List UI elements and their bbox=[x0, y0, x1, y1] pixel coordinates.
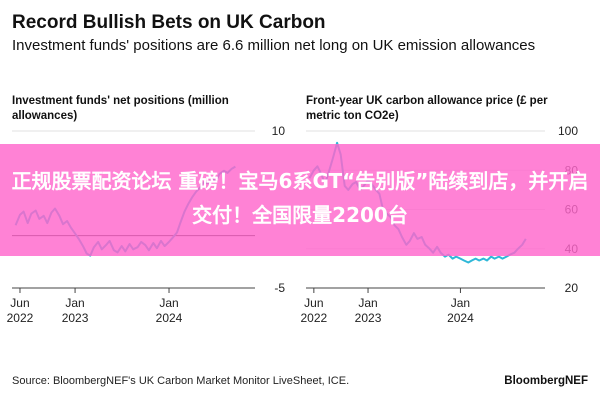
x-tick-label: Jan bbox=[451, 296, 470, 310]
x-tick-label: Jun bbox=[10, 296, 29, 310]
x-tick-label: Jan bbox=[358, 296, 377, 310]
right-panel-title: Front-year UK carbon allowance price (£ … bbox=[306, 95, 548, 122]
x-tick-label: 2023 bbox=[62, 311, 89, 325]
brand-logo: BloombergNEF bbox=[504, 375, 588, 387]
y-tick-label: -5 bbox=[274, 281, 285, 295]
x-tick-label: 2022 bbox=[7, 311, 34, 325]
y-tick-label: 100 bbox=[558, 124, 578, 138]
x-tick-label: 2022 bbox=[300, 311, 327, 325]
source-note: Source: BloombergNEF's UK Carbon Market … bbox=[12, 375, 350, 387]
x-tick-label: Jan bbox=[159, 296, 178, 310]
x-tick-label: 2024 bbox=[447, 311, 474, 325]
promo-banner[interactable]: 正规股票配资论坛 重磅！宝马6系GT“告别版”陆续到店，并开启交付！全国限量22… bbox=[0, 144, 600, 256]
left-panel-title: Investment funds' net positions (million… bbox=[12, 95, 229, 122]
x-tick-label: Jun bbox=[304, 296, 323, 310]
x-tick-label: 2023 bbox=[355, 311, 382, 325]
x-tick-label: 2024 bbox=[156, 311, 183, 325]
x-tick-label: Jan bbox=[65, 296, 84, 310]
y-tick-label: 10 bbox=[272, 124, 286, 138]
chart-title: Record Bullish Bets on UK Carbon bbox=[12, 12, 326, 33]
y-tick-label: 20 bbox=[565, 281, 579, 295]
promo-banner-text[interactable]: 正规股票配资论坛 重磅！宝马6系GT“告别版”陆续到店，并开启交付！全国限量22… bbox=[11, 169, 589, 227]
chart-subtitle: Investment funds' positions are 6.6 mill… bbox=[12, 37, 536, 54]
